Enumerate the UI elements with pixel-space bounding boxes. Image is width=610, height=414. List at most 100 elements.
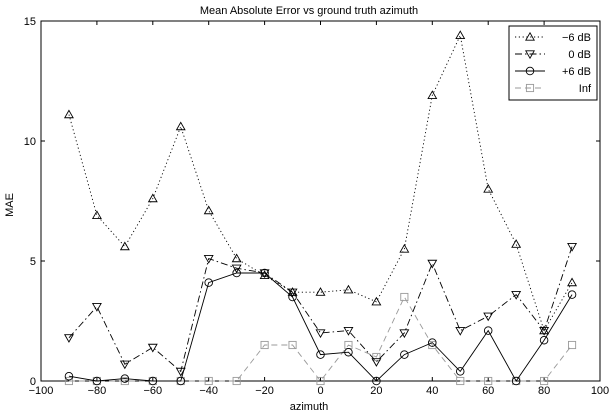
data-point	[120, 376, 129, 386]
y-tick-label: 0	[30, 376, 36, 388]
data-point	[175, 367, 186, 377]
x-tick-label: −100	[29, 385, 54, 397]
y-tick-label: 15	[24, 16, 36, 28]
data-point	[483, 312, 494, 322]
data-point	[260, 340, 269, 350]
data-point	[399, 243, 410, 253]
data-point	[400, 292, 409, 302]
x-tick-label: −40	[199, 385, 218, 397]
data-point	[63, 109, 74, 119]
legend-label: 0 dB	[568, 49, 591, 61]
data-point	[91, 210, 102, 220]
data-point	[232, 268, 241, 278]
data-point	[64, 376, 73, 386]
data-point	[455, 30, 466, 39]
data-point	[428, 338, 437, 347]
plot-area: −100 −80 −60 −40 −20 0 20 40 60 80 100 0 5 10 15	[24, 16, 609, 397]
data-point	[428, 340, 437, 350]
data-point	[288, 340, 297, 350]
data-point	[343, 284, 354, 294]
data-point	[63, 334, 74, 343]
data-point	[259, 269, 270, 279]
x-tick-label: 100	[591, 385, 609, 397]
data-point	[119, 360, 130, 370]
data-point	[315, 287, 326, 296]
x-tick-label: 60	[482, 385, 494, 397]
data-point	[64, 371, 74, 381]
data-point	[511, 291, 522, 300]
data-point	[148, 376, 158, 386]
data-point	[203, 205, 214, 215]
data-point	[567, 242, 578, 252]
x-axis-label: azimuth	[290, 401, 329, 413]
data-point	[288, 292, 297, 302]
x-tick-label: −20	[255, 385, 274, 397]
legend-marker	[525, 83, 535, 93]
data-point	[147, 343, 158, 353]
y-tick-label: 5	[30, 256, 36, 268]
data-point	[287, 288, 298, 298]
data-point	[344, 347, 353, 357]
series-line	[68, 33, 573, 332]
data-point	[232, 376, 241, 386]
data-point	[427, 90, 438, 100]
data-point	[567, 277, 578, 287]
data-point	[399, 329, 410, 339]
data-point	[484, 376, 493, 386]
legend-label: Inf	[579, 83, 592, 95]
x-tick-label: 0	[317, 385, 323, 397]
legend-marker	[525, 66, 535, 76]
data-point	[455, 327, 466, 336]
data-point	[511, 239, 522, 248]
data-point	[539, 327, 550, 336]
data-point	[204, 278, 213, 287]
data-point	[427, 259, 438, 269]
x-tick-label: −60	[143, 385, 162, 397]
y-tick-label: 10	[24, 136, 36, 148]
data-point	[92, 376, 102, 386]
x-tick-label: 80	[538, 385, 550, 397]
legend: −6 dB 0 dB +6 dB Inf	[508, 25, 598, 101]
y-axis-label: MAE	[4, 193, 16, 217]
data-point	[372, 376, 381, 386]
data-point	[539, 335, 549, 345]
data-point	[91, 303, 102, 312]
data-point	[120, 374, 130, 383]
data-point	[260, 268, 269, 278]
data-point	[372, 352, 381, 362]
data-point	[483, 326, 493, 335]
data-point	[147, 193, 158, 203]
data-point	[231, 253, 242, 263]
legend-marker	[525, 50, 535, 60]
chart-title: Mean Absolute Error vs ground truth azim…	[200, 5, 418, 17]
data-point	[119, 241, 130, 251]
x-tick-label: 20	[370, 385, 382, 397]
data-point	[316, 376, 325, 386]
legend-label: −6 dB	[562, 32, 591, 44]
x-tick-label: 40	[426, 385, 438, 397]
data-point	[371, 296, 382, 306]
data-point	[511, 376, 521, 386]
data-point	[343, 327, 354, 336]
legend-box	[508, 25, 598, 101]
plot-frame	[40, 20, 601, 382]
data-point	[400, 350, 409, 359]
data-point	[203, 254, 214, 264]
data-point	[568, 340, 577, 350]
data-point	[175, 121, 186, 131]
x-tick-label: −80	[88, 385, 107, 397]
data-point	[315, 329, 326, 339]
data-point	[456, 367, 465, 376]
data-point	[540, 376, 549, 386]
data-point	[176, 376, 185, 386]
data-point	[483, 183, 494, 193]
series-line	[68, 272, 573, 382]
data-point	[539, 325, 550, 335]
legend-marker	[525, 31, 535, 41]
data-point	[231, 264, 242, 274]
data-point	[287, 287, 298, 296]
data-point	[567, 290, 577, 299]
data-point	[371, 358, 382, 367]
data-point	[316, 350, 325, 359]
